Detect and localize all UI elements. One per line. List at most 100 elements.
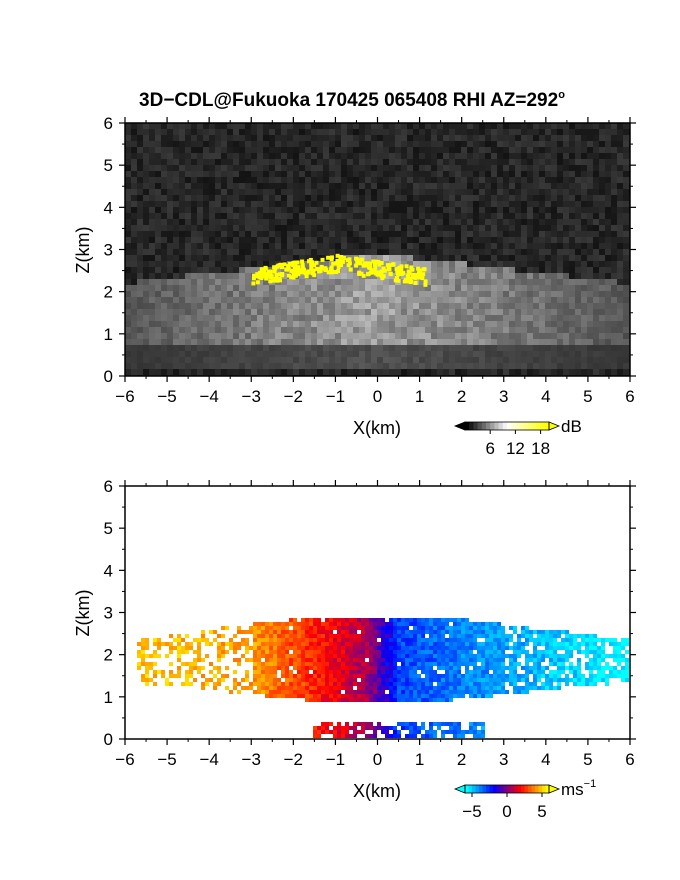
snr-pixel — [575, 351, 581, 357]
snr-pixel — [515, 141, 521, 147]
snr-pixel — [623, 291, 629, 297]
snr-pixel — [383, 123, 389, 129]
snr-pixel — [371, 327, 377, 333]
snr-pixel — [281, 357, 287, 363]
snr-pixel — [611, 351, 617, 357]
snr-pixel — [323, 339, 329, 345]
snr-pixel — [383, 231, 389, 237]
snr-pixel — [311, 309, 317, 315]
snr-pixel — [611, 255, 617, 261]
velocity-pixel — [313, 654, 317, 658]
snr-pixel — [503, 363, 509, 369]
snr-pixel — [377, 129, 383, 135]
snr-pixel — [437, 357, 443, 363]
snr-pixel — [341, 213, 347, 219]
snr-pixel — [623, 243, 629, 249]
velocity-pixel — [361, 658, 365, 662]
snr-pixel — [389, 321, 395, 327]
snr-pixel — [515, 291, 521, 297]
snr-pixel — [287, 285, 293, 291]
velocity-pixel — [481, 658, 485, 662]
snr-pixel — [251, 363, 257, 369]
velocity-pixel — [453, 626, 457, 630]
velocity-pixel — [321, 626, 325, 630]
velocity-pixel — [585, 654, 589, 658]
snr-pixel — [551, 201, 557, 207]
snr-pixel — [551, 297, 557, 303]
velocity-pixel — [281, 658, 285, 662]
snr-pixel — [143, 231, 149, 237]
snr-pixel — [155, 351, 161, 357]
snr-pixel — [539, 369, 545, 375]
velocity-pixel — [321, 622, 325, 626]
snr-saturated-pixel — [259, 267, 264, 272]
velocity-pixel — [469, 646, 473, 650]
snr-pixel — [245, 189, 251, 195]
snr-pixel — [311, 237, 317, 243]
velocity-pixel — [345, 634, 349, 638]
snr-pixel — [185, 369, 191, 375]
snr-pixel — [173, 165, 179, 171]
velocity-pixel — [517, 634, 521, 638]
snr-pixel — [311, 339, 317, 345]
snr-pixel — [623, 303, 629, 309]
snr-pixel — [293, 219, 299, 225]
snr-pixel — [407, 351, 413, 357]
snr-pixel — [485, 231, 491, 237]
snr-pixel — [245, 309, 251, 315]
snr-pixel — [221, 141, 227, 147]
snr-pixel — [623, 171, 629, 177]
snr-pixel — [497, 231, 503, 237]
snr-pixel — [485, 129, 491, 135]
velocity-pixel — [289, 658, 293, 662]
snr-pixel — [287, 279, 293, 285]
velocity-pixel — [449, 654, 453, 658]
velocity-pixel — [465, 658, 469, 662]
snr-pixel — [179, 291, 185, 297]
velocity-pixel — [153, 654, 157, 658]
snr-pixel — [419, 159, 425, 165]
velocity-pixel — [293, 646, 297, 650]
snr-pixel — [545, 339, 551, 345]
snr-pixel — [221, 129, 227, 135]
snr-pixel — [491, 213, 497, 219]
snr-pixel — [497, 279, 503, 285]
velocity-pixel — [589, 658, 593, 662]
snr-pixel — [269, 183, 275, 189]
snr-pixel — [359, 369, 365, 375]
snr-pixel — [155, 147, 161, 153]
snr-pixel — [191, 351, 197, 357]
snr-pixel — [353, 189, 359, 195]
snr-pixel — [545, 159, 551, 165]
snr-pixel — [413, 201, 419, 207]
snr-pixel — [605, 141, 611, 147]
snr-pixel — [173, 183, 179, 189]
snr-pixel — [395, 369, 401, 375]
snr-pixel — [161, 213, 167, 219]
snr-pixel — [221, 189, 227, 195]
snr-pixel — [437, 309, 443, 315]
snr-pixel — [371, 285, 377, 291]
snr-pixel — [467, 135, 473, 141]
snr-pixel — [569, 267, 575, 273]
snr-pixel — [623, 333, 629, 339]
velocity-pixel — [285, 654, 289, 658]
snr-pixel — [371, 351, 377, 357]
snr-pixel — [449, 171, 455, 177]
velocity-pixel — [525, 630, 529, 634]
snr-pixel — [221, 345, 227, 351]
snr-pixel — [371, 123, 377, 129]
snr-pixel — [521, 135, 527, 141]
snr-pixel — [377, 135, 383, 141]
snr-pixel — [155, 309, 161, 315]
snr-pixel — [353, 123, 359, 129]
snr-pixel — [431, 345, 437, 351]
velocity-pixel — [345, 626, 349, 630]
snr-pixel — [539, 237, 545, 243]
snr-colorbar-low-arrow — [453, 421, 466, 431]
velocity-pixel — [529, 634, 533, 638]
snr-pixel — [443, 315, 449, 321]
snr-pixel — [461, 201, 467, 207]
snr-pixel — [125, 189, 131, 195]
snr-pixel — [365, 201, 371, 207]
